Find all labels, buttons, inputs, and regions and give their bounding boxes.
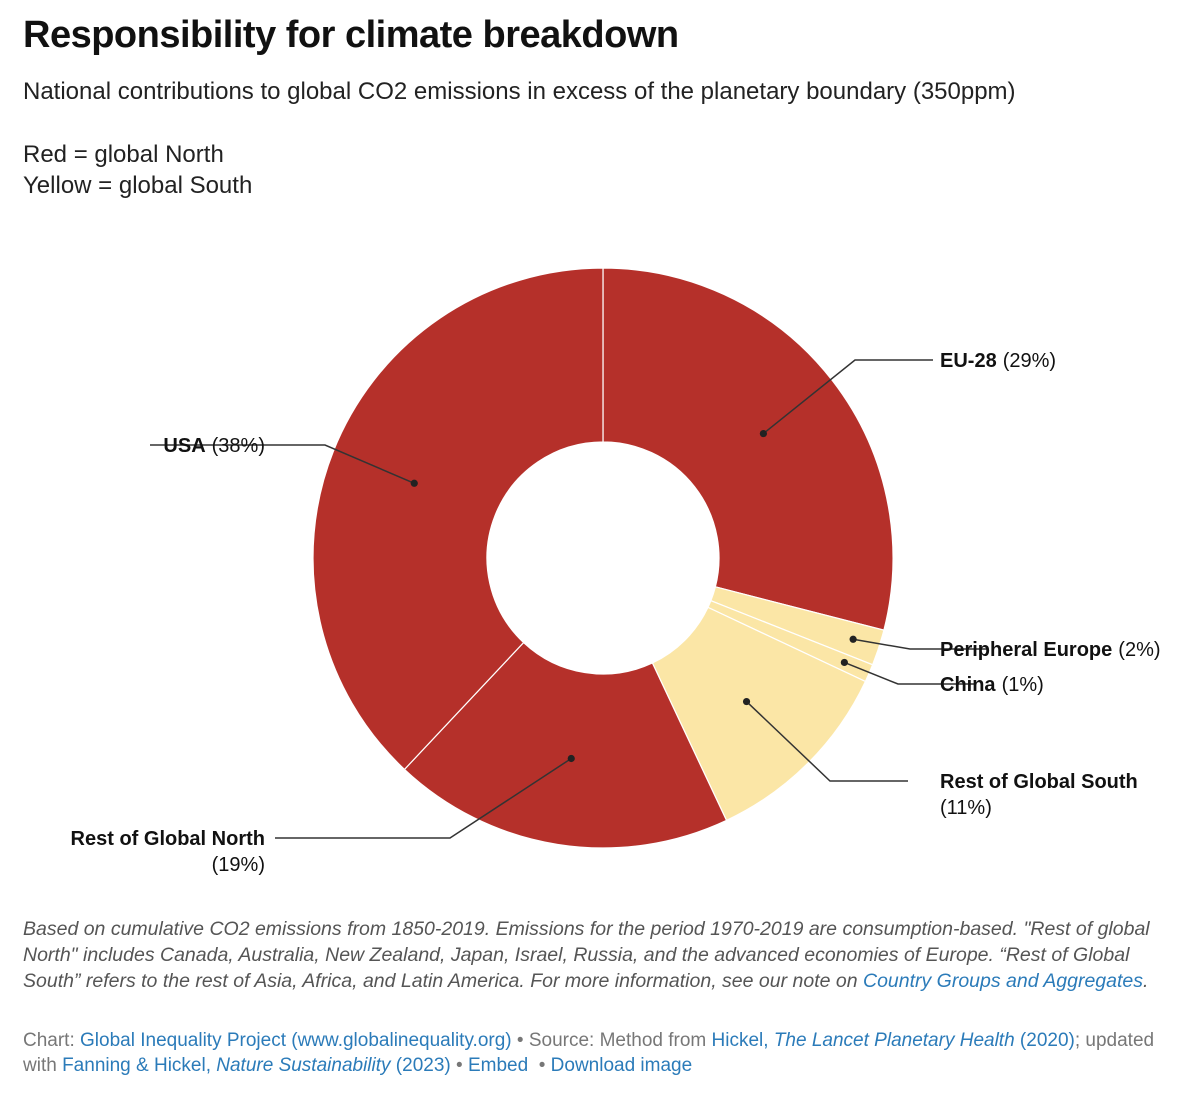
leader-dot-rest-of-global-south [742, 697, 751, 706]
notes-end: . [1143, 970, 1149, 992]
credits-source-prefix: • Source: Method from [511, 1030, 712, 1051]
slice-eu-28[interactable] [602, 267, 894, 631]
nature-journal: Nature Sustainability [216, 1055, 391, 1076]
leader-line-rest-of-global-north [275, 757, 572, 839]
leader-line-usa [150, 444, 415, 484]
leader-line-china [844, 661, 976, 685]
legend-yellow-note: Yellow = global South [23, 172, 253, 199]
fanning-hickel-2023-link[interactable]: Fanning & Hickel, Nature Sustainability … [62, 1055, 451, 1076]
notes-text: Based on cumulative CO2 emissions from 1… [23, 918, 1150, 992]
chart-title: Responsibility for climate breakdown [23, 14, 679, 56]
label-rest-of-global-north: Rest of Global North (19%) [71, 828, 265, 876]
lancet-journal: The Lancet Planetary Health [773, 1030, 1015, 1051]
label-pct-eu-28: (29%) [1003, 350, 1056, 372]
leader-line-rest-of-global-south [746, 700, 908, 782]
leader-line-peripheral-europe [853, 638, 988, 650]
fanning-author: Fanning & Hickel, [62, 1055, 217, 1076]
embed-link[interactable]: Embed [467, 1055, 529, 1076]
label-pct-rest-of-global-south: (11%) [940, 797, 992, 819]
chart-subtitle: National contributions to global CO2 emi… [23, 78, 1016, 105]
label-pct-peripheral-europe: (2%) [1118, 639, 1160, 661]
leader-dot-rest-of-global-north [567, 754, 575, 763]
label-name-rest-of-global-south: Rest of Global South [940, 771, 1138, 793]
credits-chart-prefix: Chart: [23, 1030, 81, 1051]
chart-notes: Based on cumulative CO2 emissions from 1… [23, 916, 1183, 994]
label-china: China (1%) [940, 674, 1044, 696]
label-name-rest-of-global-north: Rest of Global North [71, 828, 265, 850]
country-groups-link[interactable]: Country Groups and Aggregates [862, 970, 1144, 992]
leader-line-eu-28 [762, 359, 933, 435]
hickel-year: (2020) [1014, 1030, 1075, 1051]
label-peripheral-europe: Peripheral Europe (2%) [940, 639, 1161, 661]
leader-dot-usa [410, 479, 418, 487]
label-eu-28: EU-28 (29%) [940, 350, 1056, 372]
download-image-link[interactable]: Download image [550, 1055, 693, 1076]
credits-updated-prefix: ; updated with [23, 1030, 1155, 1076]
label-pct-rest-of-global-north: (19%) [212, 854, 265, 876]
global-inequality-project-link[interactable]: Global Inequality Project (www.globaline… [80, 1030, 512, 1051]
leader-dot-eu-28 [759, 429, 768, 438]
label-name-eu-28: EU-28 [940, 350, 997, 372]
fanning-year: (2023) [390, 1055, 451, 1076]
hickel-2020-link[interactable]: Hickel, The Lancet Planetary Health (202… [712, 1030, 1075, 1051]
slice-usa[interactable] [312, 267, 604, 771]
label-name-china: China [940, 674, 996, 696]
legend-red-note: Red = global North [23, 141, 224, 168]
hickel-author: Hickel, [711, 1030, 774, 1051]
chart-credits: Chart: Global Inequality Project (www.gl… [23, 1030, 1155, 1076]
label-pct-china: (1%) [1002, 674, 1044, 696]
label-pct-usa: (38%) [212, 435, 265, 457]
label-name-peripheral-europe: Peripheral Europe [940, 639, 1112, 661]
leader-dot-peripheral-europe [849, 635, 857, 643]
slice-rest-of-global-north[interactable] [403, 641, 728, 849]
label-usa: USA (38%) [163, 435, 265, 457]
label-name-usa: USA [163, 435, 205, 457]
donut-chart: EU-28 (29%) Peripheral Europe (2%) China (1%)… [71, 267, 1161, 876]
leader-dot-china [840, 658, 848, 667]
label-rest-of-global-south: Rest of Global South (11%) [940, 771, 1138, 819]
